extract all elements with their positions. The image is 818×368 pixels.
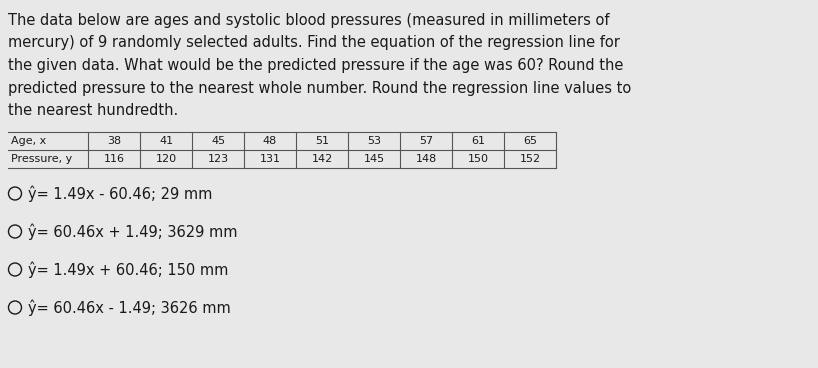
Text: 65: 65 — [523, 135, 537, 145]
Text: 48: 48 — [263, 135, 277, 145]
Text: 120: 120 — [155, 153, 177, 163]
Text: ŷ= 1.49x - 60.46; 29 mm: ŷ= 1.49x - 60.46; 29 mm — [28, 185, 213, 202]
Text: 123: 123 — [208, 153, 228, 163]
Text: the given data. What would be the predicted pressure if the age was 60? Round th: the given data. What would be the predic… — [8, 58, 623, 73]
Text: 53: 53 — [367, 135, 381, 145]
Text: ŷ= 60.46x - 1.49; 3626 mm: ŷ= 60.46x - 1.49; 3626 mm — [28, 299, 231, 316]
Text: The data below are ages and systolic blood pressures (measured in millimeters of: The data below are ages and systolic blo… — [8, 13, 609, 28]
Text: 61: 61 — [471, 135, 485, 145]
Text: 152: 152 — [519, 153, 541, 163]
Text: mercury) of 9 randomly selected adults. Find the equation of the regression line: mercury) of 9 randomly selected adults. … — [8, 35, 620, 50]
Text: Age, x: Age, x — [11, 135, 47, 145]
Text: the nearest hundredth.: the nearest hundredth. — [8, 103, 178, 118]
Text: 142: 142 — [312, 153, 333, 163]
Text: 57: 57 — [419, 135, 433, 145]
Text: 51: 51 — [315, 135, 329, 145]
Text: 131: 131 — [259, 153, 281, 163]
Text: 45: 45 — [211, 135, 225, 145]
Text: 150: 150 — [468, 153, 488, 163]
Text: 148: 148 — [416, 153, 437, 163]
Text: 145: 145 — [363, 153, 384, 163]
Text: Pressure, y: Pressure, y — [11, 153, 72, 163]
Text: ŷ= 60.46x + 1.49; 3629 mm: ŷ= 60.46x + 1.49; 3629 mm — [28, 223, 237, 240]
Text: ŷ= 1.49x + 60.46; 150 mm: ŷ= 1.49x + 60.46; 150 mm — [28, 261, 228, 278]
Text: predicted pressure to the nearest whole number. Round the regression line values: predicted pressure to the nearest whole … — [8, 81, 631, 96]
Text: 116: 116 — [104, 153, 124, 163]
Text: 41: 41 — [159, 135, 173, 145]
Text: 38: 38 — [107, 135, 121, 145]
